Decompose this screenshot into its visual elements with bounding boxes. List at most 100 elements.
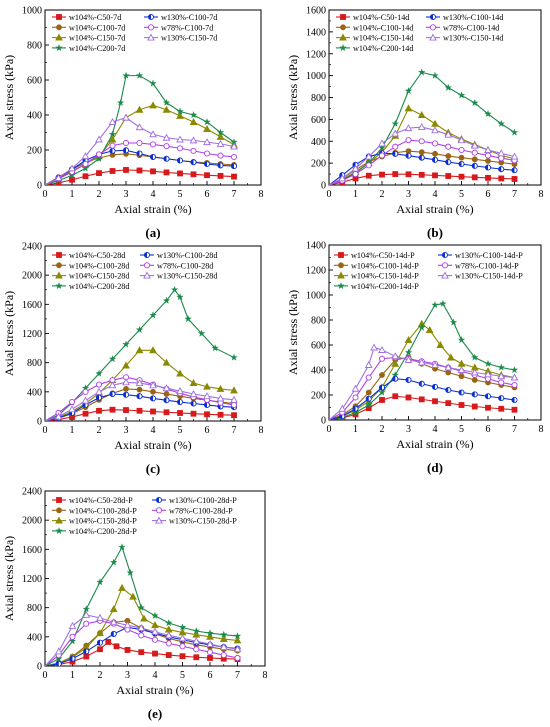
data-point [432,398,438,405]
data-point [458,373,465,380]
data-point-fill [163,156,167,162]
series-1 [45,167,237,185]
data-point [378,143,386,152]
data-point [81,152,90,160]
data-point [83,648,90,655]
data-point [217,411,224,418]
data-point [445,153,452,159]
y-tick-label: 600 [311,115,326,126]
data-point [203,392,211,400]
legend-marker [56,262,62,269]
y-tick-label: 1400 [306,27,326,38]
data-point [162,296,171,304]
x-tick-label: 0 [43,670,48,681]
data-point [96,613,104,621]
data-point [436,340,445,348]
data-point [511,176,518,182]
x-tick-label: 0 [327,189,332,200]
data-point [136,393,143,400]
data-point [405,376,412,384]
data-point [192,626,201,635]
data-point [118,583,126,591]
data-point [445,143,452,150]
series-7 [45,610,242,666]
data-point [108,135,117,143]
data-point-fill [217,162,221,168]
legend-marker [56,14,62,20]
y-tick-label: 2000 [22,516,42,527]
x-tick-label: 8 [539,189,544,200]
legend-marker [147,33,155,41]
x-tick-label: 6 [486,424,491,435]
x-tick-label: 3 [124,189,129,200]
data-point-fill [392,376,396,382]
data-point [82,173,89,180]
data-point [122,139,130,147]
data-point [378,152,386,159]
data-point [379,171,385,178]
legend-label: w104%-C150-7d [69,34,125,43]
x-tick-label: 0 [327,424,332,435]
data-point [149,346,157,354]
legend-marker-fill [148,14,151,20]
data-point [231,412,237,419]
data-point [417,358,426,366]
y-axis-label: Axial stress (kPa) [286,55,300,140]
data-point [164,618,173,627]
legend-label: w78%-C100-28d-P [169,506,233,515]
data-point [189,136,198,144]
legend: w104%-C50-28d-P w130%-C100-28d-P w104%-C10… [52,496,237,536]
data-point-fill [190,159,194,165]
x-tick-label: 1 [353,189,358,200]
data-point-fill [485,393,488,399]
series-line [45,587,238,666]
data-point [444,83,453,91]
data-point [484,370,492,378]
data-point [445,386,452,394]
data-point-fill [352,406,356,412]
data-point [116,98,125,106]
y-tick-label: 400 [27,387,42,398]
data-point [150,408,156,415]
x-tick-label: 0 [43,425,48,436]
data-point [431,300,439,309]
data-point [230,401,238,409]
data-point [485,158,491,164]
data-point [178,623,187,631]
data-point [378,139,386,147]
data-point [378,355,386,362]
chart-panel-3: 0 1 2 3 4 5 6 7 8 0 400 800 1200 1600 2000 2400 Axial st… [2,242,264,477]
data-point [129,592,137,600]
x-tick-label: 8 [539,424,544,435]
y-tick-label: 600 [311,341,326,352]
y-tick-label: 400 [311,366,326,377]
legend-marker-fill [430,14,433,20]
legend-marker [55,281,63,290]
x-tick-label: 8 [263,670,268,681]
legend-marker [147,13,155,21]
data-point [338,174,347,182]
x-tick-label: 2 [97,425,102,436]
data-point [179,643,186,650]
data-point-fill [432,384,435,390]
data-point [95,387,103,395]
data-point [118,543,126,551]
data-point [484,109,492,118]
y-tick-label: 800 [311,316,326,327]
data-point [138,632,145,639]
data-point [449,318,458,326]
series-4 [329,68,519,185]
chart-panel-5: 0 1 2 3 4 5 6 7 8 0 400 800 1200 1600 2000 2400 Axial st… [2,487,268,722]
data-point [365,374,372,381]
y-tick-label: 0 [37,662,42,673]
data-point-fill [231,163,234,169]
data-point [97,646,103,653]
data-point [113,643,120,650]
data-point [203,150,211,157]
data-point [485,404,491,411]
legend-label: w130%-C150-28d-P [169,517,237,526]
data-point [108,381,117,389]
data-point [471,162,478,169]
data-point [122,113,130,121]
x-tick-label: 7 [235,670,240,681]
